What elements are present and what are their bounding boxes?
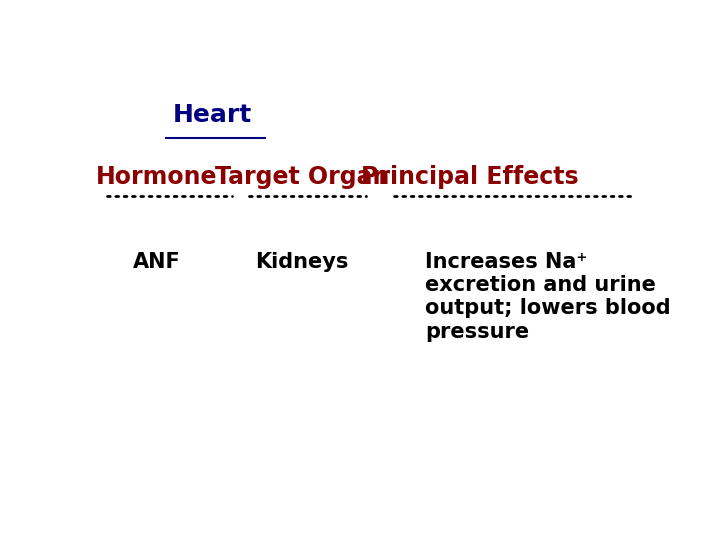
Text: Heart: Heart <box>173 103 253 127</box>
Text: Hormone: Hormone <box>96 165 217 189</box>
Text: Kidneys: Kidneys <box>256 252 348 272</box>
Text: ANF: ANF <box>133 252 181 272</box>
Text: Increases Na⁺
excretion and urine
output; lowers blood
pressure: Increases Na⁺ excretion and urine output… <box>425 252 670 341</box>
Text: Target Organ: Target Organ <box>215 165 390 189</box>
Text: Principal Effects: Principal Effects <box>361 165 578 189</box>
